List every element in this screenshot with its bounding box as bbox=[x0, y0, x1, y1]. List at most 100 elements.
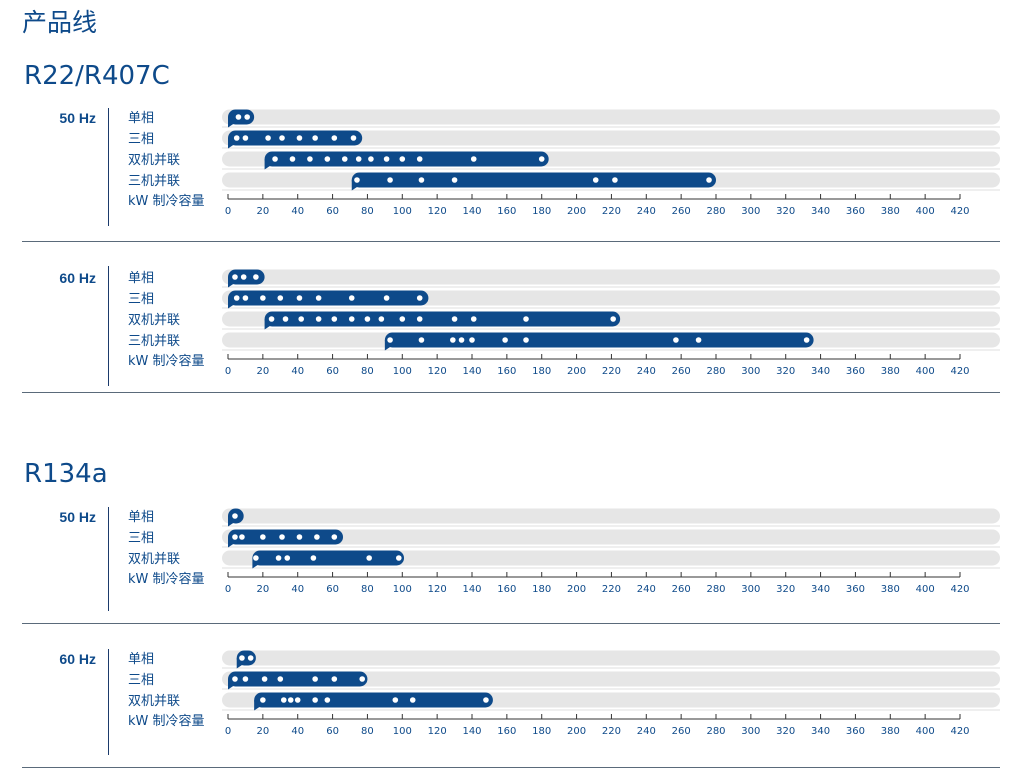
model-point bbox=[260, 697, 266, 703]
range-bar-notch bbox=[264, 319, 271, 330]
x-tick-label: 300 bbox=[741, 206, 760, 217]
x-tick-label: 340 bbox=[811, 206, 830, 217]
model-point bbox=[268, 316, 275, 322]
refrigerant-title-r22: R22/R407C bbox=[24, 61, 170, 91]
x-tick-label: 360 bbox=[846, 584, 865, 595]
range-track bbox=[222, 550, 1000, 566]
range-bar-notch bbox=[254, 700, 261, 711]
chart-panel: 50 Hz 单相 三相 双机并联 kW 制冷容量 0 20 40 60 80 100 120 140 1… bbox=[0, 503, 1018, 624]
x-tick-label: 80 bbox=[361, 584, 374, 595]
model-point bbox=[239, 534, 245, 540]
model-point bbox=[348, 316, 355, 322]
x-tick-label: 100 bbox=[393, 726, 412, 737]
x-tick-label: 360 bbox=[846, 206, 865, 217]
axis-label: kW 制冷容量 bbox=[128, 571, 205, 587]
range-bar bbox=[236, 650, 256, 666]
range-bar-notch bbox=[228, 679, 234, 690]
x-tick-label: 0 bbox=[225, 206, 231, 217]
range-bar bbox=[252, 550, 405, 566]
model-point bbox=[803, 337, 810, 343]
model-point bbox=[232, 534, 238, 540]
model-point bbox=[232, 676, 238, 682]
x-tick-label: 280 bbox=[706, 726, 725, 737]
row-label: 三机并联 bbox=[128, 174, 180, 189]
panel-divider bbox=[108, 649, 109, 755]
x-tick-label: 220 bbox=[602, 206, 621, 217]
row-label: 三相 bbox=[128, 673, 154, 688]
model-point bbox=[366, 555, 372, 561]
model-point bbox=[298, 316, 305, 322]
x-tick-label: 240 bbox=[637, 366, 656, 377]
range-track bbox=[222, 529, 1000, 545]
range-bar bbox=[228, 671, 368, 687]
x-tick-label: 320 bbox=[776, 726, 795, 737]
x-tick-label: 160 bbox=[497, 366, 516, 377]
x-tick-label: 140 bbox=[462, 726, 481, 737]
model-point bbox=[350, 135, 357, 141]
model-point bbox=[312, 676, 318, 682]
x-tick-label: 320 bbox=[776, 584, 795, 595]
x-tick-label: 260 bbox=[672, 366, 691, 377]
model-point bbox=[451, 177, 458, 183]
model-point bbox=[284, 555, 291, 561]
model-point bbox=[399, 316, 406, 322]
row-label: 单相 bbox=[128, 271, 154, 286]
x-tick-label: 260 bbox=[672, 206, 691, 217]
panel-separator bbox=[22, 392, 1000, 393]
panel-divider bbox=[108, 108, 109, 226]
frequency-label: 60 Hz bbox=[59, 270, 96, 286]
model-point bbox=[242, 676, 249, 682]
model-point bbox=[331, 316, 338, 322]
model-point bbox=[277, 676, 284, 682]
chart-panel: 60 Hz 单相 三相 双机并联 三机并联 kW 制冷容量 0 20 40 60 80 100 120… bbox=[0, 264, 1018, 393]
x-tick-label: 300 bbox=[741, 366, 760, 377]
model-point bbox=[354, 177, 360, 183]
x-tick-label: 100 bbox=[393, 206, 412, 217]
x-tick-label: 200 bbox=[567, 206, 586, 217]
model-point bbox=[331, 534, 338, 540]
x-tick-label: 280 bbox=[706, 584, 725, 595]
model-point bbox=[233, 295, 240, 301]
x-tick-label: 180 bbox=[532, 206, 551, 217]
x-tick-label: 120 bbox=[428, 584, 447, 595]
model-point bbox=[392, 697, 399, 703]
x-tick-label: 380 bbox=[881, 366, 900, 377]
range-bar-notch bbox=[228, 117, 234, 128]
model-point bbox=[364, 316, 371, 322]
x-tick-label: 220 bbox=[602, 366, 621, 377]
range-bar bbox=[264, 311, 621, 327]
x-tick-label: 180 bbox=[532, 726, 551, 737]
x-tick-label: 80 bbox=[361, 366, 374, 377]
model-point bbox=[296, 135, 303, 141]
row-label: 三机并联 bbox=[128, 334, 180, 349]
x-tick-label: 20 bbox=[256, 366, 269, 377]
x-tick-label: 420 bbox=[950, 726, 969, 737]
x-tick-label: 380 bbox=[881, 726, 900, 737]
model-point bbox=[359, 676, 366, 682]
model-point bbox=[592, 177, 599, 183]
model-point bbox=[378, 316, 385, 322]
x-tick-label: 360 bbox=[846, 366, 865, 377]
model-point bbox=[458, 337, 465, 343]
x-tick-label: 400 bbox=[916, 366, 935, 377]
x-tick-label: 160 bbox=[497, 584, 516, 595]
model-point bbox=[239, 655, 245, 661]
model-point bbox=[387, 337, 393, 343]
x-tick-label: 220 bbox=[602, 584, 621, 595]
model-point bbox=[523, 337, 529, 343]
model-point bbox=[260, 295, 266, 301]
model-point bbox=[331, 676, 338, 682]
panel-separator bbox=[22, 241, 1000, 242]
model-point bbox=[673, 337, 679, 343]
model-point bbox=[279, 135, 285, 141]
chart-panel: 60 Hz 单相 三相 双机并联 kW 制冷容量 0 20 40 60 80 100 120 140 1… bbox=[0, 645, 1018, 769]
model-point bbox=[324, 697, 331, 703]
model-point bbox=[416, 156, 423, 162]
range-bar-notch bbox=[228, 516, 234, 527]
x-tick-label: 140 bbox=[462, 366, 481, 377]
range-bar-notch bbox=[236, 658, 243, 669]
model-point bbox=[355, 156, 362, 162]
model-point bbox=[279, 534, 285, 540]
model-point bbox=[296, 534, 303, 540]
range-track bbox=[222, 130, 1000, 146]
